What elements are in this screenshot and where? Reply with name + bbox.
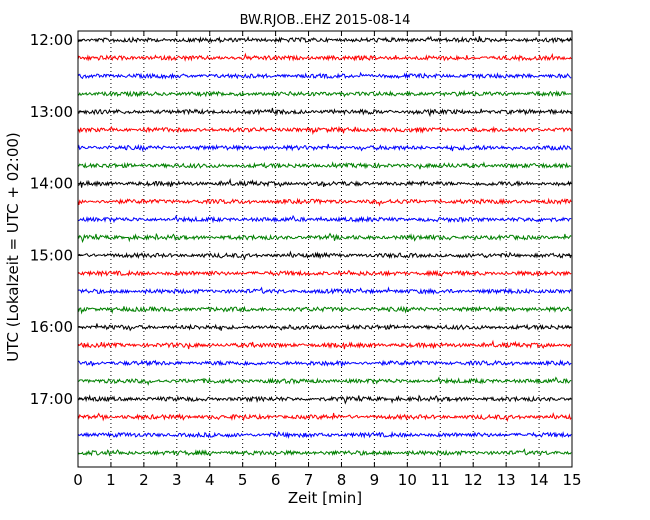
seismic-trace (77, 448, 572, 457)
x-tick-label: 2 (139, 471, 149, 489)
x-tick-label: 7 (304, 471, 314, 489)
seismic-trace (77, 394, 572, 405)
seismic-trace (77, 161, 572, 170)
chart-title: BW.RJOB..EHZ 2015-08-14 (240, 13, 411, 28)
plot-frame (77, 30, 573, 468)
seismic-trace (77, 71, 572, 80)
x-tick-label: 9 (370, 471, 380, 489)
x-tick-label: 1 (106, 471, 116, 489)
x-tick-label: 0 (73, 471, 83, 489)
seismic-trace (77, 286, 572, 296)
x-tick-label: 15 (562, 471, 581, 489)
seismic-trace (77, 214, 572, 224)
x-tick-label: 6 (271, 471, 281, 489)
seismic-trace (77, 143, 572, 153)
seismic-trace (77, 411, 572, 423)
y-tick-label: 12:00 (30, 31, 73, 49)
x-tick-label: 3 (172, 471, 182, 489)
seismic-trace (77, 35, 572, 44)
seismic-trace (77, 125, 572, 136)
axis-ticks: 0 1 2 3 4 5 6 7 8 9 10 11 12 13 14 1512:0013:0014:0015:… (30, 31, 582, 489)
seismic-trace (77, 430, 572, 439)
seismic-trace (77, 197, 572, 207)
seismic-trace (77, 323, 572, 332)
seismic-trace (77, 376, 572, 386)
seismic-trace (77, 89, 572, 98)
seismic-trace (77, 339, 572, 350)
seismic-trace (77, 107, 572, 118)
x-tick-label: 5 (238, 471, 248, 489)
seismic-trace (77, 232, 572, 244)
y-tick-label: 17:00 (30, 390, 73, 408)
x-tick-label: 8 (337, 471, 347, 489)
y-tick-label: 13:00 (30, 103, 73, 121)
x-tick-label: 4 (205, 471, 215, 489)
y-tick-label: 16:00 (30, 318, 73, 336)
y-axis-label: UTC (Lokalzeit = UTC + 02:00) (4, 132, 22, 362)
seismic-trace (77, 52, 572, 62)
x-tick-label: 14 (530, 471, 549, 489)
grid-lines (110, 31, 540, 467)
seismic-trace (77, 305, 572, 315)
x-tick-label: 10 (398, 471, 417, 489)
x-tick-label: 12 (464, 471, 483, 489)
x-tick-label: 13 (497, 471, 516, 489)
x-axis-label: Zeit [min] (288, 489, 362, 507)
seismic-trace (77, 269, 572, 278)
y-tick-label: 15:00 (30, 246, 73, 264)
seismic-trace (77, 359, 572, 367)
seismic-trace (77, 250, 572, 261)
y-tick-label: 14:00 (30, 175, 73, 193)
x-tick-label: 11 (431, 471, 450, 489)
trace-group (77, 35, 572, 457)
seismic-trace (77, 177, 572, 188)
